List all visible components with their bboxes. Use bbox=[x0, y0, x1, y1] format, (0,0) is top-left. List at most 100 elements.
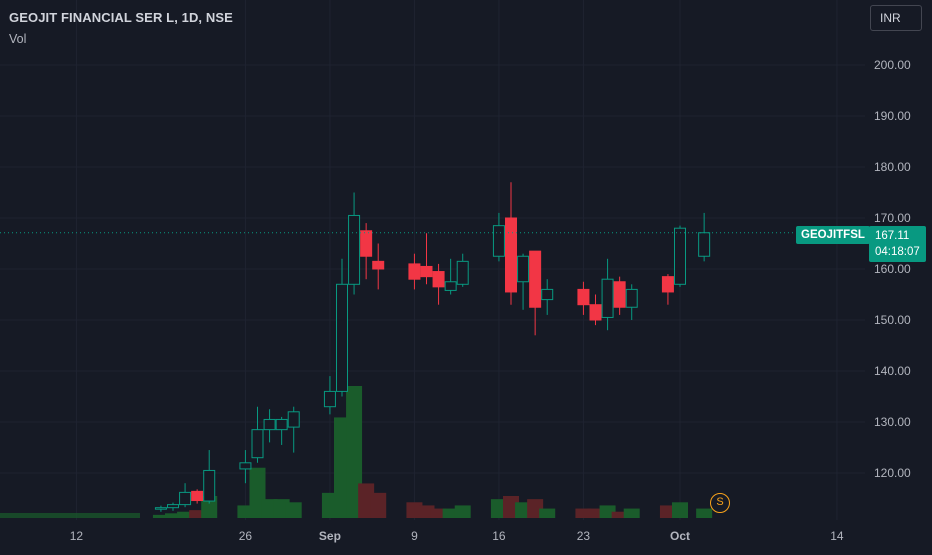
candle bbox=[336, 258, 348, 397]
candle-body bbox=[613, 281, 626, 308]
price-tick-label: 180.00 bbox=[874, 160, 911, 174]
price-tick-label: 150.00 bbox=[874, 313, 911, 327]
candle-body bbox=[444, 281, 457, 291]
candle-body bbox=[517, 255, 530, 283]
price-tick-label: 190.00 bbox=[874, 109, 911, 123]
volume-bar bbox=[334, 417, 350, 518]
candle bbox=[625, 284, 638, 320]
candle-body bbox=[661, 276, 674, 293]
candle-body bbox=[348, 214, 361, 285]
volume-bar bbox=[321, 492, 338, 518]
candle-body bbox=[456, 260, 469, 285]
currency-label: INR bbox=[880, 11, 901, 25]
volume-bar bbox=[659, 505, 676, 518]
volume-bar bbox=[358, 483, 375, 518]
volume-bar bbox=[418, 505, 435, 518]
volume-bar bbox=[237, 505, 254, 518]
candle-body bbox=[372, 260, 385, 270]
candle-body bbox=[239, 462, 252, 470]
time-tick-label: 14 bbox=[830, 529, 844, 543]
candle bbox=[287, 406, 300, 453]
candle bbox=[372, 243, 385, 290]
candle bbox=[323, 376, 336, 415]
candle bbox=[348, 192, 361, 295]
candle-body bbox=[203, 469, 216, 502]
volume-bar bbox=[587, 508, 604, 518]
candle-body bbox=[360, 230, 373, 257]
volume-bar bbox=[370, 492, 387, 518]
bar-countdown: 04:18:07 bbox=[875, 246, 920, 258]
candle bbox=[541, 279, 554, 315]
candle bbox=[529, 250, 542, 336]
volume-bar bbox=[442, 508, 459, 518]
volume-bar bbox=[454, 505, 471, 518]
volume-bar bbox=[261, 499, 278, 518]
candle bbox=[505, 182, 517, 305]
candle-body bbox=[275, 418, 288, 431]
volume-bar bbox=[599, 505, 616, 518]
candle bbox=[408, 253, 421, 290]
candle bbox=[601, 258, 614, 331]
currency-selector[interactable]: INR bbox=[870, 5, 922, 31]
candle bbox=[275, 416, 288, 445]
volume-bar bbox=[575, 508, 592, 518]
price-tick-label: 120.00 bbox=[874, 466, 911, 480]
ticker-badge: GEOJITFSL bbox=[796, 226, 870, 244]
candle bbox=[577, 281, 590, 315]
candle bbox=[698, 212, 711, 262]
price-axis[interactable]: 200.00 190.00 180.00 170.00 160.00 150.00 140.… bbox=[874, 58, 911, 480]
candle bbox=[167, 502, 179, 511]
volume-bar bbox=[249, 467, 266, 518]
candle-body bbox=[287, 411, 300, 428]
volume-bar bbox=[490, 499, 507, 518]
candle-body bbox=[336, 283, 348, 392]
last-price-value: 167.11 bbox=[875, 230, 910, 242]
candle bbox=[492, 212, 505, 262]
candle bbox=[589, 294, 602, 326]
chart-title: GEOJIT FINANCIAL SER L, 1D, NSE bbox=[9, 10, 233, 25]
candle-body bbox=[191, 490, 204, 502]
price-tick-label: 130.00 bbox=[874, 415, 911, 429]
candle bbox=[191, 489, 204, 504]
candle-body bbox=[167, 504, 179, 509]
candles bbox=[154, 182, 711, 512]
candle-body bbox=[420, 265, 433, 278]
volume-bar bbox=[285, 502, 302, 518]
candle bbox=[203, 450, 216, 504]
volume-bar bbox=[406, 502, 423, 518]
time-axis[interactable]: 12 26 Sep 9 16 23 Oct 14 bbox=[70, 529, 844, 543]
price-tick-label: 170.00 bbox=[874, 211, 911, 225]
volume-bar bbox=[611, 511, 628, 518]
time-tick-label: 16 bbox=[492, 529, 506, 543]
time-tick-label: 12 bbox=[70, 529, 84, 543]
candle bbox=[661, 274, 674, 305]
candle-body bbox=[432, 271, 445, 288]
price-tick-label: 140.00 bbox=[874, 364, 911, 378]
time-tick-label: 9 bbox=[411, 529, 418, 543]
volume-legend-label[interactable]: Vol bbox=[9, 32, 27, 46]
split-marker-icon[interactable]: S bbox=[710, 493, 730, 513]
time-tick-label: Oct bbox=[670, 529, 690, 543]
candle bbox=[444, 258, 457, 295]
candle bbox=[154, 505, 167, 512]
candle-body bbox=[154, 507, 167, 510]
candle-body bbox=[577, 288, 590, 306]
candle bbox=[263, 409, 276, 443]
volume-bar-baseline bbox=[0, 513, 140, 518]
volume-bar bbox=[527, 499, 544, 518]
candle bbox=[251, 406, 264, 463]
candle-body bbox=[179, 491, 192, 506]
volume-bar bbox=[152, 514, 169, 518]
candle bbox=[613, 276, 626, 315]
price-tick-label: 200.00 bbox=[874, 58, 911, 72]
time-tick-label: 26 bbox=[239, 529, 253, 543]
volume-bar bbox=[177, 511, 194, 518]
candle bbox=[239, 450, 252, 484]
candle bbox=[179, 483, 192, 508]
candle bbox=[360, 223, 373, 280]
volume-bar bbox=[346, 386, 363, 518]
volume-bar bbox=[503, 496, 519, 518]
candle-body bbox=[492, 225, 505, 257]
